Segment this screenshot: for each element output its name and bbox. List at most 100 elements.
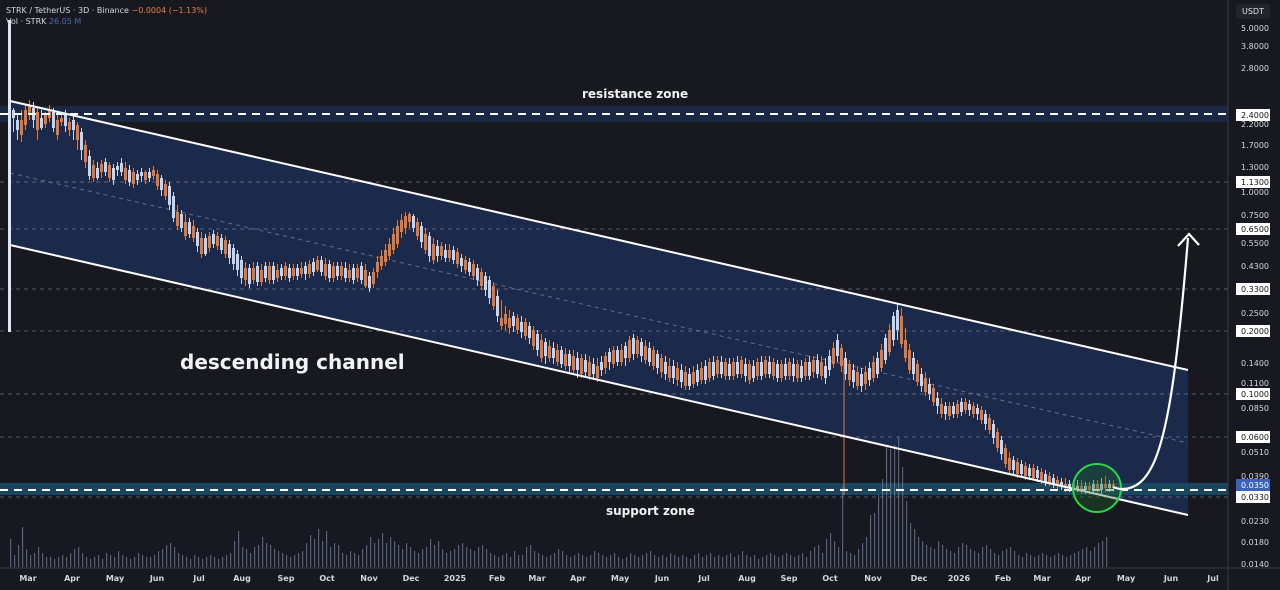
volume-bar: [934, 549, 936, 567]
price-axis: 6.50005.00003.80002.80002.20001.70001.30…: [1236, 8, 1270, 569]
time-tick: Jul: [1206, 574, 1219, 583]
candle: [812, 360, 815, 372]
volume-bar: [534, 551, 536, 567]
volume-bar: [474, 551, 476, 567]
candle: [44, 115, 47, 124]
candle: [580, 358, 583, 374]
candle: [512, 316, 515, 326]
candle: [1092, 484, 1095, 490]
volume-bar: [1086, 547, 1088, 567]
price-tick: 0.1100: [1241, 379, 1269, 388]
candle: [604, 356, 607, 368]
volume-bar: [1106, 537, 1108, 567]
candle: [256, 266, 259, 282]
channel-lower-line: [9, 244, 1189, 516]
candle: [1020, 464, 1023, 474]
volume-bar: [538, 553, 540, 567]
time-tick: Jul: [192, 574, 205, 583]
candle: [344, 268, 347, 278]
candle: [28, 105, 31, 115]
time-tick: May: [1117, 574, 1136, 583]
volume-bar: [770, 553, 772, 567]
candle: [1060, 482, 1063, 486]
candle: [732, 362, 735, 376]
volume-bar: [794, 557, 796, 567]
price-level-label: 0.0350: [1241, 481, 1269, 490]
volume-bar: [342, 553, 344, 567]
candle: [1024, 466, 1027, 476]
volume-bar: [526, 547, 528, 567]
candle: [424, 234, 427, 250]
volume-bar: [766, 555, 768, 567]
price-tick: 2.2000: [1241, 120, 1269, 129]
volume-bar: [178, 553, 180, 567]
candle: [528, 326, 531, 338]
currency-button[interactable]: USDT: [1236, 4, 1270, 19]
candle: [88, 156, 91, 176]
volume-bar: [290, 557, 292, 567]
volume-bar: [422, 549, 424, 567]
volume-bar: [830, 533, 832, 567]
volume-bar: [654, 555, 656, 567]
volume-bar: [346, 555, 348, 567]
volume-bar: [958, 547, 960, 567]
volume-bar: [582, 555, 584, 567]
candle: [860, 374, 863, 386]
candle: [772, 362, 775, 376]
volume-bar: [226, 555, 228, 567]
volume-bar: [498, 557, 500, 567]
candle: [364, 270, 367, 286]
candle: [536, 334, 539, 350]
volume-bar: [362, 549, 364, 567]
candle: [132, 172, 135, 184]
candle: [268, 266, 271, 280]
candle: [1008, 458, 1011, 470]
volume-bar: [414, 551, 416, 567]
candle: [152, 170, 155, 176]
volume-bar: [18, 545, 20, 567]
price-level-label: 2.4000: [1241, 111, 1269, 120]
candle: [272, 266, 275, 280]
candle: [716, 360, 719, 374]
price-level-box: [1236, 109, 1270, 121]
price-level-box: [1236, 325, 1270, 337]
volume-bar: [450, 551, 452, 567]
volume-bar: [1042, 553, 1044, 567]
candle: [784, 364, 787, 376]
candle: [1028, 468, 1031, 476]
volume-bar: [434, 545, 436, 567]
candle: [328, 264, 331, 278]
volume-bar: [802, 553, 804, 567]
volume-bar: [386, 543, 388, 567]
volume-bar: [286, 555, 288, 567]
resistance-zone-band: [0, 106, 1228, 122]
candle: [336, 266, 339, 276]
price-tick: 0.0140: [1241, 560, 1269, 569]
candle: [704, 366, 707, 380]
candle: [76, 125, 79, 140]
candle: [144, 172, 147, 180]
volume-bar: [698, 553, 700, 567]
candle: [1112, 484, 1115, 488]
candle: [1056, 480, 1059, 486]
candle: [68, 122, 71, 130]
time-tick: 2025: [444, 574, 467, 583]
volume-bar: [1022, 557, 1024, 567]
candle: [616, 350, 619, 362]
volume-bar: [170, 543, 172, 567]
candle: [400, 220, 403, 232]
volume-bar: [66, 557, 68, 567]
volume-bar: [834, 541, 836, 567]
candle: [904, 340, 907, 358]
candle: [632, 338, 635, 354]
candle: [840, 348, 843, 366]
volume-bar: [70, 553, 72, 567]
volume-bar: [974, 551, 976, 567]
candle: [612, 350, 615, 364]
candle: [1000, 440, 1003, 454]
candle: [552, 348, 555, 358]
time-tick: Oct: [822, 574, 838, 583]
candle: [596, 366, 599, 378]
volume-bar: [674, 555, 676, 567]
